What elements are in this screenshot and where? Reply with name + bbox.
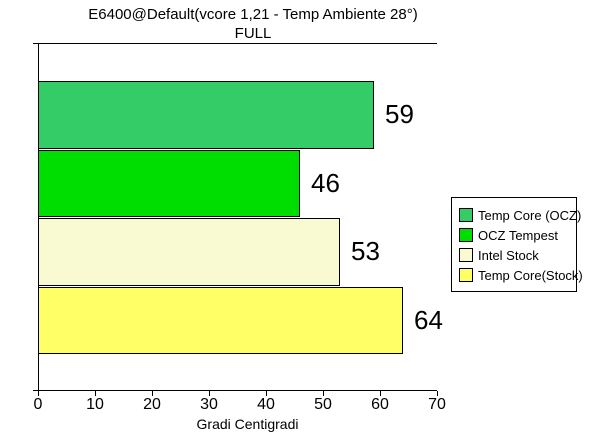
legend-row: OCZ Tempest <box>459 225 572 245</box>
x-tick <box>152 391 153 396</box>
legend-label: OCZ Tempest <box>478 227 558 243</box>
x-tick-label: 40 <box>257 396 275 413</box>
x-tick <box>266 391 267 396</box>
x-tick-label: 10 <box>86 396 104 413</box>
legend: Temp Core (OCZ) OCZ Tempest Intel Stock Tem… <box>451 197 583 292</box>
bar-value-label: 46 <box>311 167 340 198</box>
x-tick <box>209 391 210 396</box>
bar-value-label: 59 <box>385 98 414 129</box>
legend-label: Temp Core (OCZ) <box>478 207 582 223</box>
bar-value-label: 64 <box>414 304 443 335</box>
legend-color-swatch <box>459 208 473 222</box>
bar <box>38 287 403 354</box>
x-axis-title: Gradi Centigradi <box>196 416 299 432</box>
x-tick <box>437 391 438 396</box>
plot-top-border <box>33 43 437 44</box>
legend-color-swatch <box>459 248 473 262</box>
legend-color-swatch <box>459 228 473 242</box>
bar <box>38 218 340 286</box>
chart-title-line: E6400@Default(vcore 1,21 - Temp Ambiente… <box>88 6 418 23</box>
x-tick-label: 20 <box>143 396 161 413</box>
x-tick <box>380 391 381 396</box>
x-tick <box>38 391 39 396</box>
legend-label: Temp Core(Stock) <box>478 267 583 283</box>
bar-value-label: 53 <box>351 235 380 266</box>
x-tick-label: 50 <box>314 396 332 413</box>
legend-row: Temp Core(Stock) <box>459 265 583 285</box>
x-tick-label: 0 <box>33 396 43 413</box>
x-tick-label: 30 <box>200 396 218 413</box>
legend-label: Intel Stock <box>478 247 539 263</box>
bar <box>38 150 300 217</box>
x-axis-line <box>33 390 437 391</box>
x-tick <box>323 391 324 396</box>
x-tick-label: 70 <box>428 396 446 413</box>
bar <box>38 81 374 149</box>
legend-row: Intel Stock <box>459 245 572 265</box>
x-tick <box>95 391 96 396</box>
legend-row: Temp Core (OCZ) <box>459 205 581 225</box>
chart-title: E6400@Default(vcore 1,21 - Temp Ambiente… <box>0 5 506 43</box>
chart-subtitle: FULL <box>234 25 272 42</box>
legend-color-swatch <box>459 268 473 282</box>
x-tick-label: 60 <box>371 396 389 413</box>
y-axis-line <box>38 43 39 391</box>
